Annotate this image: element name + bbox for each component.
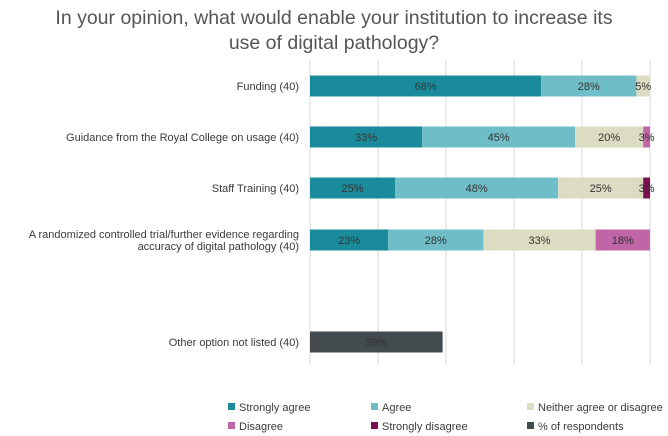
chart-title: In your opinion, what would enable your … (0, 6, 668, 56)
data-label: 33% (528, 235, 550, 247)
bar-segment (483, 229, 596, 251)
data-label: 48% (466, 183, 488, 195)
data-label: 25% (341, 183, 363, 195)
data-label: 5% (635, 81, 651, 93)
bar-segment (388, 229, 484, 251)
data-label: 45% (488, 132, 510, 144)
legend-swatch (527, 403, 534, 410)
legend-swatch (527, 422, 534, 429)
category-label: A randomized controlled trial/further ev… (29, 229, 299, 253)
category-labels: Funding (40) Guidance from the Royal Coll… (29, 81, 299, 349)
bar-segment (395, 177, 559, 199)
category-label: Funding (40) (237, 81, 299, 93)
bar-segment (310, 75, 542, 97)
legend-label: Neither agree or disagree (538, 402, 663, 414)
bar-segment (422, 126, 576, 148)
legend-swatch (228, 422, 235, 429)
data-label: 18% (612, 235, 634, 247)
data-label: 68% (415, 81, 437, 93)
data-label: 28% (578, 81, 600, 93)
legend-label: Agree (382, 402, 411, 414)
bars: 68% 28% 5% 33% 45% 20% 3% 25% 48% 25% 3% 23% 28% 33% 1… (310, 75, 655, 353)
chart-title-line-2: use of digital pathology? (228, 32, 440, 54)
bar-segment (310, 177, 395, 199)
data-label: 3% (639, 183, 655, 195)
bar-segment (558, 177, 644, 199)
data-label: 25% (590, 183, 612, 195)
data-label: 23% (338, 235, 360, 247)
category-label: Guidance from the Royal College on usage… (66, 132, 299, 144)
grid-lines (309, 60, 651, 365)
bar-segment (643, 177, 650, 199)
chart-title-line-1: In your opinion, what would enable your … (55, 7, 613, 29)
legend-label: % of respondents (538, 421, 624, 433)
bar-segment (636, 75, 650, 97)
bar-segment (643, 126, 650, 148)
bar-segment (310, 229, 389, 251)
data-label: 33% (355, 132, 377, 144)
data-label: 39% (365, 337, 387, 349)
legend: Strongly agree Agree Neither agree or disa… (228, 402, 663, 433)
legend-swatch (371, 422, 378, 429)
bar-segment (575, 126, 644, 148)
bar-segment (310, 331, 443, 353)
bar-segment (310, 126, 423, 148)
data-label: 3% (639, 132, 655, 144)
legend-label: Strongly agree (239, 402, 311, 414)
legend-swatch (228, 403, 235, 410)
legend-label: Disagree (239, 421, 283, 433)
bar-segment (595, 229, 650, 251)
legend-label: Strongly disagree (382, 421, 468, 433)
category-label: Other option not listed (40) (169, 337, 299, 349)
category-label: Staff Training (40) (212, 183, 299, 195)
data-label: 28% (425, 235, 447, 247)
bar-segment (541, 75, 637, 97)
data-label: 20% (598, 132, 620, 144)
legend-swatch (371, 403, 378, 410)
